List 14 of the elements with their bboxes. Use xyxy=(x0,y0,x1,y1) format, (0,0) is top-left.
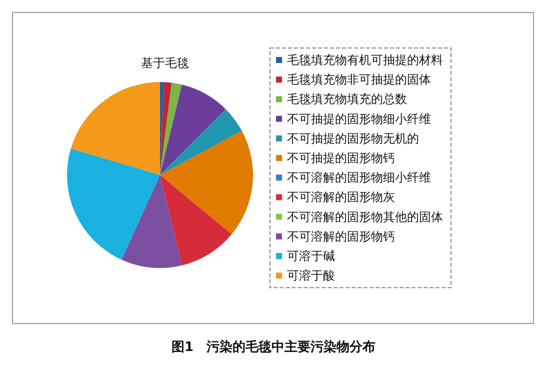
legend-label: 不可溶解的固形物其他的固体 xyxy=(287,210,443,224)
caption: 图1 污染的毛毯中主要污染物分布 xyxy=(170,338,377,356)
legend-label: 不可溶解的固形物灰 xyxy=(287,190,395,204)
legend-label: 可溶于碱 xyxy=(287,249,335,263)
legend-label: 可溶于酸 xyxy=(287,268,335,283)
legend-label: 不可溶解的固形物细小纤维 xyxy=(287,170,431,185)
text: 基于毛毯 xyxy=(141,56,189,70)
legend-label: 毛毯填充物有机可抽提的材料 xyxy=(287,53,443,67)
legend-label: 不可抽提的固形物钙 xyxy=(287,151,395,165)
legend-label: 不可抽提的固形物细小纤维 xyxy=(287,112,431,126)
legend-label: 毛毯填充物填充的总数 xyxy=(287,92,407,106)
legend-label: 毛毯填充物非可抽提的固体 xyxy=(287,72,431,87)
legend-label: 不可溶解的固形物钙 xyxy=(287,229,395,244)
legend-label: 不可抽提的固形物无机的 xyxy=(287,131,419,146)
